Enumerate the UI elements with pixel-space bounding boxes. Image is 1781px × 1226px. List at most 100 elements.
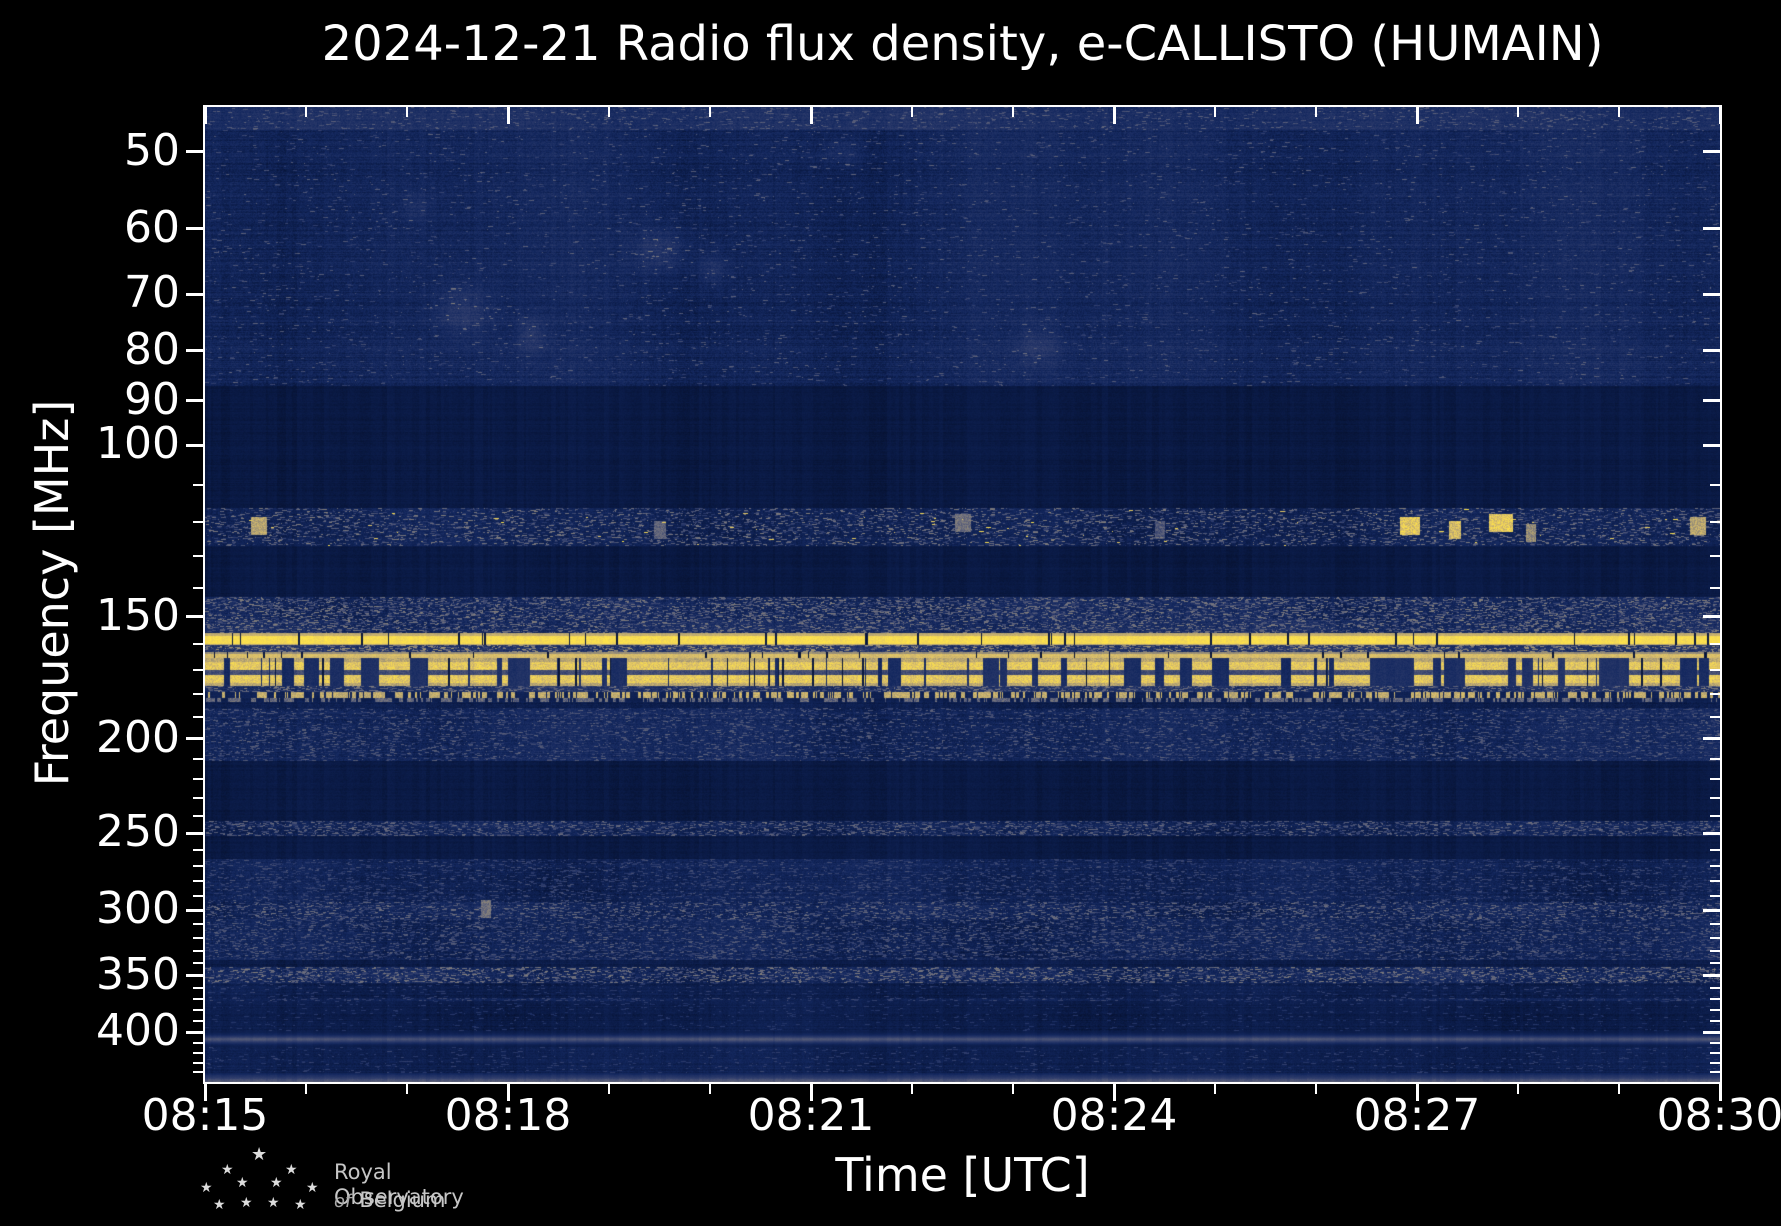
axis-tick xyxy=(1710,668,1720,671)
star-icon: ★ xyxy=(306,1180,319,1196)
logo-belgium: Belgium xyxy=(359,1188,446,1212)
y-tick-label: 400 xyxy=(96,1005,180,1057)
axis-tick xyxy=(1703,1030,1720,1034)
axis-tick xyxy=(186,615,203,619)
axis-tick xyxy=(1703,831,1720,835)
axis-tick xyxy=(193,894,203,897)
star-icon: ★ xyxy=(221,1162,234,1178)
axis-tick xyxy=(1710,923,1720,926)
axis-tick xyxy=(193,848,203,851)
axis-tick xyxy=(1112,107,1116,124)
axis-tick xyxy=(193,586,203,589)
axis-tick xyxy=(193,998,203,1001)
star-icon: ★ xyxy=(213,1197,226,1213)
axis-tick xyxy=(1710,848,1720,851)
axis-tick xyxy=(1710,1061,1720,1064)
axis-tick xyxy=(193,864,203,867)
axis-tick xyxy=(1710,986,1720,989)
axis-tick xyxy=(193,962,203,965)
y-tick-label: 250 xyxy=(96,806,180,858)
axis-tick xyxy=(709,1084,711,1094)
axis-tick xyxy=(193,1061,203,1064)
axis-tick xyxy=(193,796,203,799)
axis-tick xyxy=(1710,521,1720,524)
axis-tick xyxy=(506,107,510,124)
axis-tick xyxy=(193,936,203,939)
y-tick-label: 100 xyxy=(96,418,180,470)
star-icon: ★ xyxy=(294,1197,307,1213)
axis-tick xyxy=(1710,693,1720,695)
axis-tick xyxy=(1710,962,1720,965)
axis-tick xyxy=(193,668,203,671)
axis-tick xyxy=(1214,107,1216,117)
axis-tick xyxy=(193,643,203,646)
axis-tick xyxy=(193,484,203,487)
axis-tick xyxy=(193,521,203,524)
axis-tick xyxy=(1710,864,1720,867)
axis-tick xyxy=(1415,107,1419,124)
axis-tick xyxy=(1315,1084,1317,1094)
x-tick-label: 08:18 xyxy=(444,1090,572,1141)
x-tick-label: 08:30 xyxy=(1656,1090,1781,1141)
axis-tick xyxy=(186,349,203,353)
axis-tick xyxy=(1710,1051,1720,1054)
y-tick-label: 150 xyxy=(96,589,180,641)
axis-tick xyxy=(1517,107,1519,117)
axis-tick xyxy=(911,107,913,117)
y-tick-label: 350 xyxy=(96,948,180,1000)
axis-tick xyxy=(186,831,203,835)
axis-tick xyxy=(1710,998,1720,1001)
spectrogram-canvas xyxy=(205,107,1720,1082)
star-icon: ★ xyxy=(251,1144,268,1165)
axis-tick xyxy=(186,150,203,154)
axis-tick xyxy=(1315,107,1317,117)
x-axis-title: Time [UTC] xyxy=(835,1148,1090,1202)
axis-tick xyxy=(1012,107,1014,117)
axis-tick xyxy=(1710,796,1720,799)
axis-tick xyxy=(1703,737,1720,741)
y-tick-label: 70 xyxy=(124,267,180,319)
axis-tick xyxy=(203,107,207,124)
axis-tick xyxy=(1703,443,1720,447)
axis-tick xyxy=(1710,880,1720,883)
axis-tick xyxy=(709,107,711,117)
axis-tick xyxy=(193,693,203,695)
axis-tick xyxy=(1710,1020,1720,1023)
axis-tick xyxy=(1710,1009,1720,1012)
axis-tick xyxy=(1710,1041,1720,1044)
axis-tick xyxy=(1710,1071,1720,1074)
axis-tick xyxy=(193,814,203,817)
x-tick-label: 08:21 xyxy=(747,1090,875,1141)
axis-tick xyxy=(193,949,203,952)
y-tick-label: 60 xyxy=(124,201,180,253)
y-tick-label: 80 xyxy=(124,323,180,375)
axis-tick xyxy=(305,107,307,117)
axis-tick xyxy=(193,715,203,718)
axis-tick xyxy=(1710,715,1720,718)
axis-tick xyxy=(1710,555,1720,558)
axis-tick xyxy=(1710,484,1720,487)
axis-tick xyxy=(203,1084,207,1101)
axis-tick xyxy=(186,443,203,447)
axis-tick xyxy=(186,1030,203,1034)
axis-tick xyxy=(1710,894,1720,897)
axis-tick xyxy=(1710,814,1720,817)
axis-tick xyxy=(1703,349,1720,353)
x-tick-label: 08:15 xyxy=(141,1090,269,1141)
axis-tick xyxy=(1710,936,1720,939)
star-icon: ★ xyxy=(270,1175,283,1191)
axis-tick xyxy=(1703,227,1720,231)
star-icon: ★ xyxy=(267,1195,280,1211)
axis-tick xyxy=(1214,1084,1216,1094)
x-tick-label: 08:24 xyxy=(1050,1090,1178,1141)
axis-tick xyxy=(193,1020,203,1023)
axis-tick xyxy=(193,758,203,761)
axis-tick xyxy=(1112,1084,1116,1101)
x-tick-label: 08:27 xyxy=(1353,1090,1481,1141)
axis-tick xyxy=(193,777,203,780)
axis-tick xyxy=(1710,949,1720,952)
axis-tick xyxy=(1517,1084,1519,1094)
axis-tick xyxy=(1012,1084,1014,1094)
axis-tick xyxy=(1618,1084,1620,1094)
